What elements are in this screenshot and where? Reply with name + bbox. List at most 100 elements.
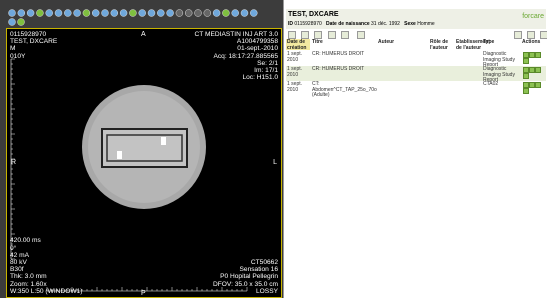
tool-button[interactable] [46, 10, 53, 17]
document-panel: TEST, DXCARE ID 0115928970 Date de naiss… [283, 0, 547, 298]
overlay-line: Zoom: 1.60x [10, 281, 82, 288]
cell-title[interactable]: CR: HUMERUS DROIT [312, 67, 376, 73]
tool-button[interactable] [176, 10, 183, 17]
overlay-line: B30f [10, 266, 82, 273]
tool-button[interactable] [9, 10, 16, 17]
toolbar-button[interactable] [514, 31, 522, 39]
dob-label: Date de naissance [326, 21, 370, 27]
action-icon[interactable] [535, 52, 541, 58]
id: 0115928970 [294, 21, 321, 27]
toolbar-button[interactable] [341, 31, 349, 39]
tool-button[interactable] [148, 10, 155, 17]
action-icon[interactable] [535, 67, 541, 73]
overlay-line: Sensation 16 [213, 266, 278, 273]
cell-title[interactable]: CT: Abdomen^CT_TAP_25o_70o (Adulte) [312, 82, 346, 99]
tool-button[interactable] [18, 19, 25, 26]
overlay-line: Se: 2/1 [194, 60, 278, 67]
column-header[interactable]: Titre [312, 40, 338, 46]
cell-type: CTA02 [483, 82, 519, 88]
overlay-line: M [10, 45, 57, 52]
tool-button[interactable] [139, 10, 146, 17]
overlay-line: LOSSY [213, 288, 278, 295]
toolbar-button[interactable] [527, 31, 535, 39]
orientation-top: A [141, 31, 146, 38]
overlay-line: W:350 L:50 (WINDOW1) [10, 288, 82, 295]
overlay-line: DFOV: 35.0 x 35.0 cm [213, 281, 278, 288]
tool-button[interactable] [213, 10, 220, 17]
toolbar-button[interactable] [314, 31, 322, 39]
tool-button[interactable] [55, 10, 62, 17]
tool-button[interactable] [241, 10, 248, 17]
tool-button[interactable] [83, 10, 90, 17]
patient-info: ID 0115928970 Date de naissance 31 déc. … [288, 21, 435, 27]
overlay-line: Thk: 3.0 mm [10, 273, 82, 280]
tool-button[interactable] [120, 10, 127, 17]
dob: 31 déc. 1992 [371, 21, 400, 27]
overlay-line: 42 mA [10, 252, 82, 259]
orientation-left: R [11, 159, 16, 166]
patient-name: TEST, DXCARE [288, 11, 339, 18]
toolbar-button[interactable] [301, 31, 309, 39]
tool-button[interactable] [157, 10, 164, 17]
viewer-toolbar [0, 0, 283, 28]
cell-date: 1 sept. 2010 [287, 52, 309, 63]
cell-date: 1 sept. 2010 [287, 67, 309, 78]
overlay-line: CT50662 [213, 259, 278, 266]
tool-button[interactable] [27, 10, 34, 17]
tool-button[interactable] [167, 10, 174, 17]
column-header[interactable]: Etablissement de l'auteur [456, 40, 482, 51]
sex-label: Sexe [404, 21, 416, 27]
tool-button[interactable] [129, 10, 136, 17]
action-icon[interactable] [523, 88, 529, 94]
overlay-line: 80 kV [10, 259, 82, 266]
overlay-line: P0 Hopital Pellegrin [213, 273, 278, 280]
id-label: ID [288, 21, 293, 27]
tool-button[interactable] [232, 10, 239, 17]
action-icon[interactable] [523, 58, 529, 64]
overlay-line: 0115928970 [10, 31, 57, 38]
tool-button[interactable] [185, 10, 192, 17]
overlay-line: 420.00 ms [10, 237, 82, 244]
tool-button[interactable] [9, 19, 16, 26]
tool-button[interactable] [74, 10, 81, 17]
logo: forcare [522, 13, 544, 20]
tool-button[interactable] [18, 10, 25, 17]
overlay-line: 0° [10, 245, 82, 252]
column-header[interactable]: Date de création [287, 40, 313, 51]
column-header[interactable]: Type [483, 40, 509, 46]
toolbar-button[interactable] [357, 31, 365, 39]
toolbar-button[interactable] [288, 31, 296, 39]
tool-button[interactable] [195, 10, 202, 17]
orientation-bottom: P [141, 290, 146, 297]
tool-button[interactable] [64, 10, 71, 17]
column-header[interactable]: Rôle de l'auteur [430, 40, 456, 51]
overlay-line: 01-sept.-2010 [194, 45, 278, 52]
overlay-line: A1004799358 [194, 38, 278, 45]
overlay-line: CT MEDIASTIN INJ ART 3.0 [194, 31, 278, 38]
tool-button[interactable] [111, 10, 118, 17]
column-header[interactable]: Actions [522, 40, 546, 46]
tool-button[interactable] [92, 10, 99, 17]
tool-button[interactable] [36, 10, 43, 17]
tool-button[interactable] [102, 10, 109, 17]
tool-button[interactable] [204, 10, 211, 17]
page: 0115928970TEST, DXCAREM010Y CT MEDIASTIN… [0, 0, 547, 298]
toolbar-button[interactable] [328, 31, 336, 39]
action-icon[interactable] [535, 82, 541, 88]
cell-title[interactable]: CR: HUMERUS DROIT [312, 52, 376, 58]
cell-date: 1 sept. 2010 [287, 82, 309, 93]
orientation-right: L [273, 159, 277, 166]
tool-button[interactable] [250, 10, 257, 17]
overlay-line: Im: 17/1 [194, 67, 278, 74]
patient-header: TEST, DXCARE ID 0115928970 Date de naiss… [286, 9, 546, 29]
action-icon[interactable] [523, 73, 529, 79]
column-header[interactable]: Auteur [378, 40, 404, 46]
toolbar-button[interactable] [540, 31, 547, 39]
tool-button[interactable] [222, 10, 229, 17]
